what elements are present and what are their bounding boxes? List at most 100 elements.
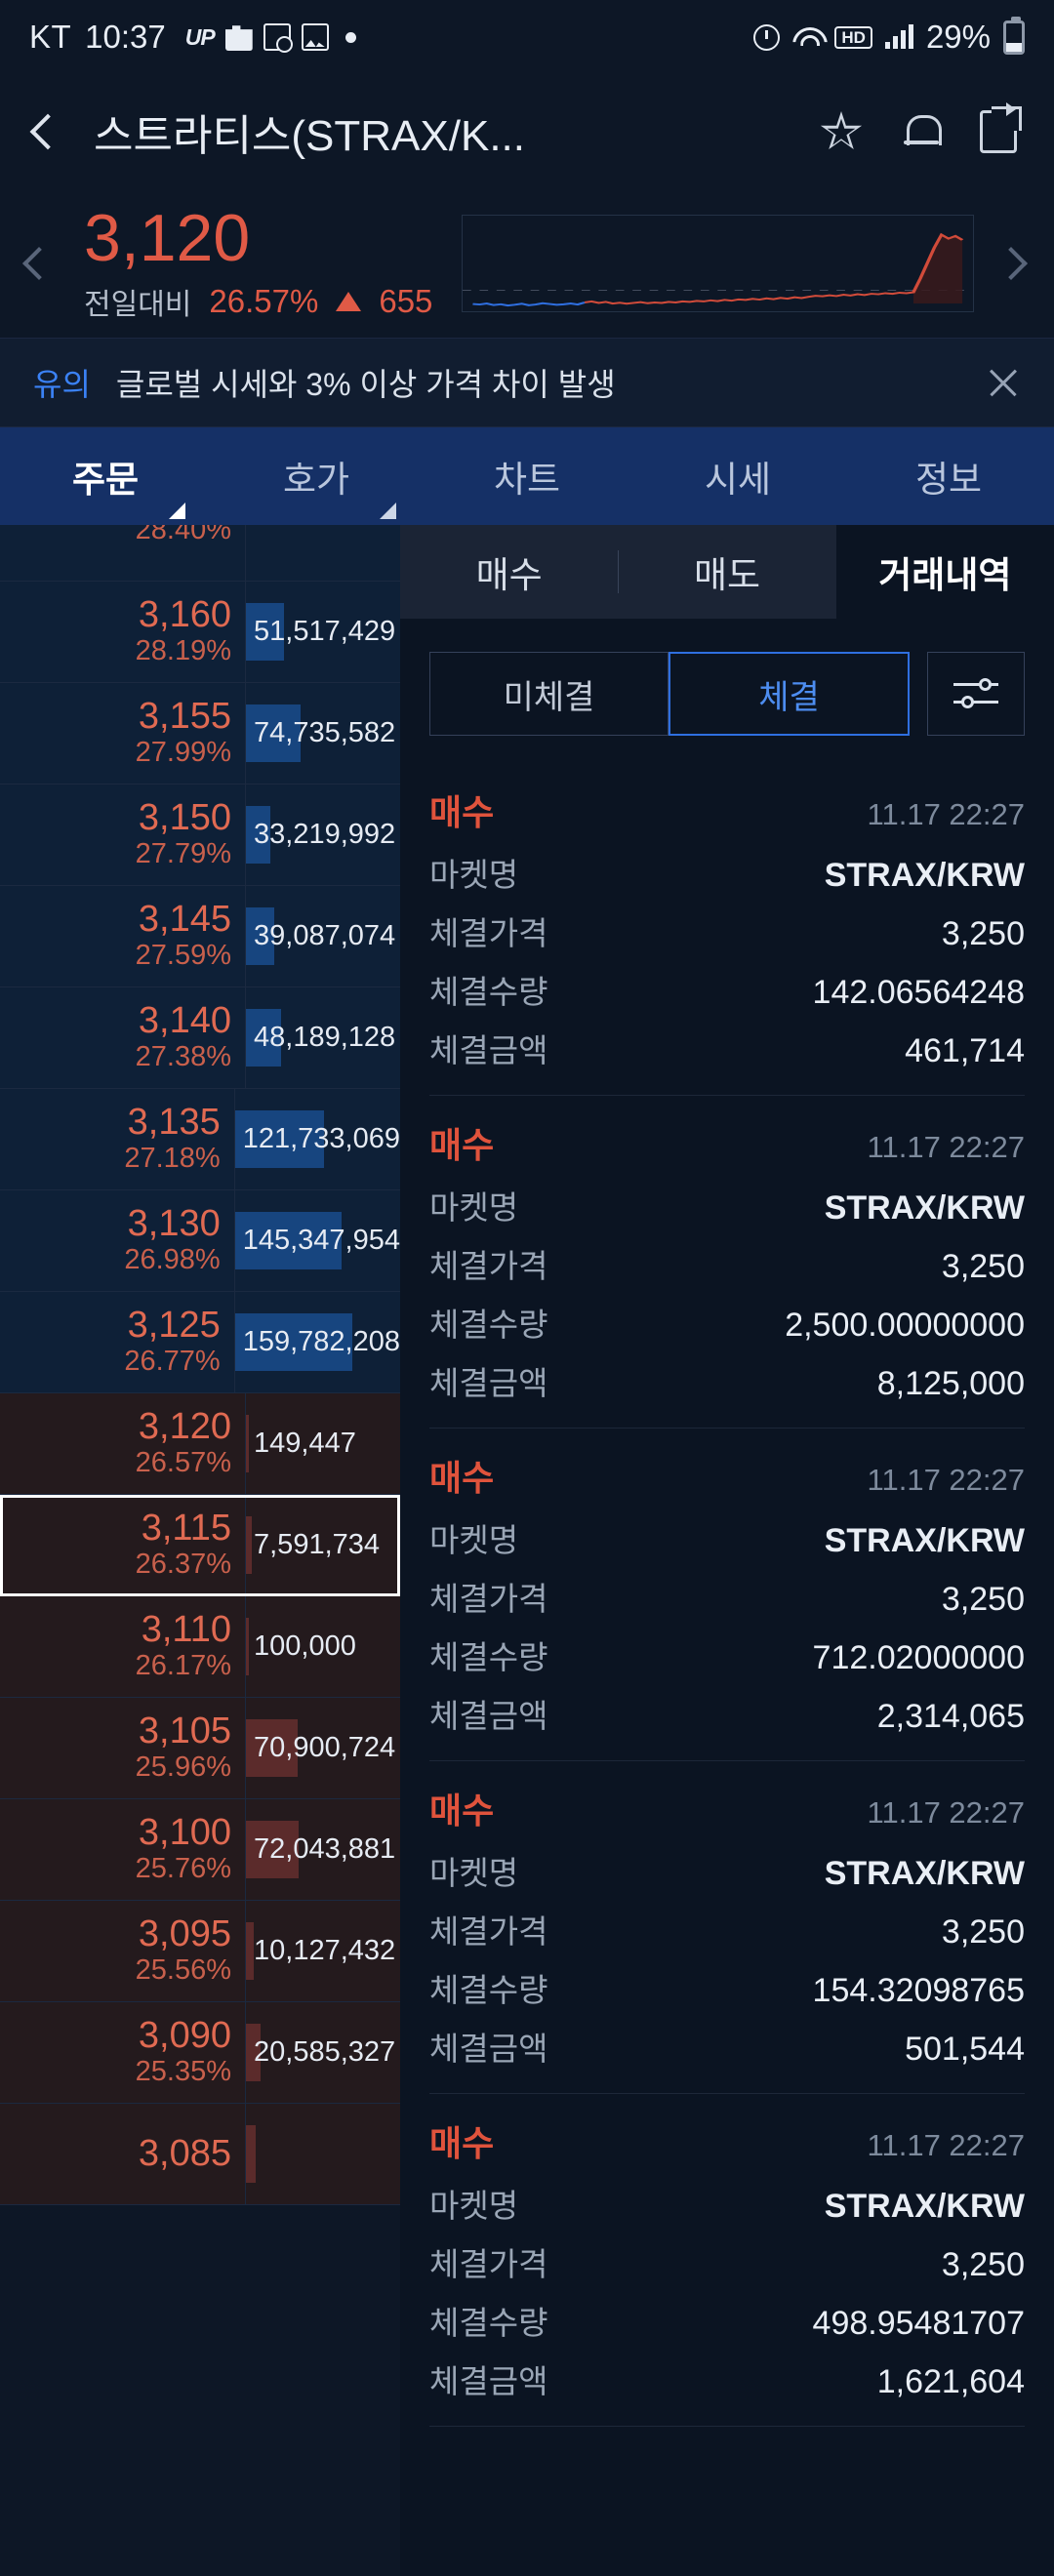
transaction-card[interactable]: 매수 11.17 22:27 마켓명 STRAX/KRW 체결가격 3,250 체결수량 14… (429, 763, 1025, 1096)
transaction-key: 체결수량 (429, 1307, 548, 1343)
main-tab-bar: 주문 호가 차트 시세 정보 (0, 427, 1054, 525)
transaction-card[interactable]: 매수 11.17 22:27 마켓명 STRAX/KRW 체결가격 3,250 체결수량 2,… (429, 1096, 1025, 1429)
price-sparkline-chart[interactable] (462, 215, 974, 312)
trade-tab-2[interactable]: 거래내역 (835, 525, 1054, 619)
order-book-volume-cell[interactable]: 10,127,432 (246, 1901, 400, 2001)
order-book-price-cell[interactable]: 3,125 26.77% (0, 1292, 235, 1392)
order-book-volume-cell[interactable]: 121,733,069 (234, 1089, 400, 1189)
main-tab-0[interactable]: 주문 (0, 427, 211, 525)
prev-market-arrow-icon[interactable] (22, 247, 56, 280)
order-book-row[interactable]: 3,135 27.18% 121,733,069 (0, 1089, 400, 1190)
order-book-volume-cell[interactable]: 74,735,582 (246, 683, 400, 784)
order-book-price-cell[interactable]: 3,115 26.37% (0, 1495, 246, 1595)
order-book-price-cell[interactable]: 3,130 26.98% (0, 1190, 235, 1291)
order-book-percent: 26.57% (135, 1447, 231, 1479)
order-book-volume-cell[interactable]: 51,517,429 (246, 582, 400, 682)
sparkline-below-line (472, 302, 587, 307)
order-book-row[interactable]: 3,130 26.98% 145,347,954 (0, 1190, 400, 1292)
order-book-volume-cell[interactable]: 20,585,327 (246, 2002, 400, 2103)
main-tab-3[interactable]: 시세 (632, 427, 843, 525)
order-book-row[interactable]: 3,100 25.76% 72,043,881 (0, 1799, 400, 1901)
transaction-row-amount: 체결금액 501,544 (429, 2017, 1025, 2075)
order-book-price-cell[interactable]: 3,120 26.57% (0, 1393, 246, 1494)
order-book-price-cell[interactable]: 3,110 26.17% (0, 1596, 246, 1697)
transaction-list[interactable]: 매수 11.17 22:27 마켓명 STRAX/KRW 체결가격 3,250 체결수량 14… (400, 763, 1054, 2576)
order-book-row[interactable]: 3,160 28.19% 51,517,429 (0, 582, 400, 683)
order-book-row[interactable]: 3,090 25.35% 20,585,327 (0, 2002, 400, 2104)
order-book-price-cell[interactable]: 3,135 27.18% (0, 1089, 235, 1189)
order-book-price-cell[interactable]: 3,095 25.56% (0, 1901, 246, 2001)
order-book-price: 3,155 (138, 696, 231, 738)
next-market-arrow-icon[interactable] (994, 247, 1028, 280)
order-book-row[interactable]: 3,155 27.99% 74,735,582 (0, 683, 400, 785)
clock-label: 10:37 (85, 19, 166, 55)
price-change-absolute: 655 (379, 282, 433, 319)
order-book-row[interactable]: 3,145 27.59% 39,087,074 (0, 886, 400, 987)
order-book-price-cell[interactable]: 28.40% (0, 525, 246, 581)
sparkline-above-line (585, 232, 964, 305)
order-book-row[interactable]: 3,120 26.57% 149,447 (0, 1393, 400, 1495)
order-book-rows[interactable]: 28.40% 3,160 28.19% 51,517,429 3,155 27.99% 74… (0, 525, 400, 2205)
order-book-volume-cell[interactable]: 48,189,128 (246, 987, 400, 1088)
order-book-price: 3,135 (127, 1102, 221, 1144)
order-book-volume-cell[interactable]: 39,087,074 (246, 886, 400, 986)
current-price: 3,120 (84, 201, 251, 276)
subtab-unfilled[interactable]: 미체결 (429, 652, 669, 736)
order-book-volume-bar (246, 1618, 249, 1675)
order-book-volume-bar (246, 603, 284, 661)
subtab-filled[interactable]: 체결 (669, 652, 910, 736)
filter-settings-icon[interactable] (927, 652, 1025, 736)
star-icon[interactable] (820, 111, 863, 150)
transaction-key: 마켓명 (429, 1522, 519, 1558)
main-tab-2[interactable]: 차트 (422, 427, 632, 525)
order-book-price-cell[interactable]: 3,085 (0, 2104, 246, 2204)
transaction-row-price: 체결가격 3,250 (429, 1234, 1025, 1293)
bell-icon[interactable] (904, 111, 942, 152)
order-book-price-cell[interactable]: 3,145 27.59% (0, 886, 246, 986)
order-book-percent: 25.35% (135, 2056, 231, 2088)
order-book-volume-cell[interactable]: 159,782,208 (234, 1292, 400, 1392)
order-book-row[interactable]: 3,110 26.17% 100,000 (0, 1596, 400, 1698)
price-change-group: 전일대비 26.57% 655 (84, 280, 432, 323)
order-book-price-cell[interactable]: 3,105 25.96% (0, 1698, 246, 1798)
order-book-volume-cell[interactable] (246, 525, 400, 581)
order-book-percent: 27.18% (124, 1143, 221, 1175)
order-book-price-cell[interactable]: 3,140 27.38% (0, 987, 246, 1088)
order-book-row[interactable]: 3,105 25.96% 70,900,724 (0, 1698, 400, 1799)
transaction-card[interactable]: 매수 11.17 22:27 마켓명 STRAX/KRW 체결가격 3,250 체결수량 15… (429, 1761, 1025, 2094)
order-book-percent: 26.17% (135, 1650, 231, 1682)
order-book-volume-cell[interactable] (246, 2104, 400, 2204)
order-book-volume-cell[interactable]: 7,591,734 (246, 1495, 400, 1595)
transaction-card[interactable]: 매수 11.17 22:27 마켓명 STRAX/KRW 체결가격 3,250 체결수량 49… (429, 2094, 1025, 2427)
order-book-price-cell[interactable]: 3,090 25.35% (0, 2002, 246, 2103)
transaction-row-price: 체결가격 3,250 (429, 902, 1025, 960)
dot-icon (345, 31, 356, 43)
trade-tab-0[interactable]: 매수 (400, 525, 619, 619)
order-book-volume-cell[interactable]: 70,900,724 (246, 1698, 400, 1798)
order-book-volume-cell[interactable]: 100,000 (246, 1596, 400, 1697)
order-book-row-partial-bottom[interactable]: 3,085 (0, 2104, 400, 2205)
order-book-volume-cell[interactable]: 145,347,954 (234, 1190, 400, 1291)
order-book-price-cell[interactable]: 3,155 27.99% (0, 683, 246, 784)
order-book-price-cell[interactable]: 3,100 25.76% (0, 1799, 246, 1900)
transaction-row-quantity: 체결수량 712.02000000 (429, 1626, 1025, 1684)
back-chevron-icon[interactable] (29, 113, 66, 150)
main-tab-4[interactable]: 정보 (843, 427, 1054, 525)
order-book-volume-cell[interactable]: 149,447 (246, 1393, 400, 1494)
order-book-price-cell[interactable]: 3,160 28.19% (0, 582, 246, 682)
order-book-volume-cell[interactable]: 72,043,881 (246, 1799, 400, 1900)
order-book-row[interactable]: 3,150 27.79% 33,219,992 (0, 785, 400, 886)
order-book-row[interactable]: 3,125 26.77% 159,782,208 (0, 1292, 400, 1393)
transaction-value: 3,250 (941, 2246, 1025, 2283)
order-book-volume-cell[interactable]: 33,219,992 (246, 785, 400, 885)
order-book-row-partial-top[interactable]: 28.40% (0, 525, 400, 582)
order-book-row[interactable]: 3,140 27.38% 48,189,128 (0, 987, 400, 1089)
close-icon[interactable] (986, 365, 1021, 400)
trade-tab-1[interactable]: 매도 (618, 525, 836, 619)
main-tab-1[interactable]: 호가 (211, 427, 422, 525)
transaction-card[interactable]: 매수 11.17 22:27 마켓명 STRAX/KRW 체결가격 3,250 체결수량 71… (429, 1429, 1025, 1761)
share-icon[interactable] (980, 102, 1022, 153)
order-book-row[interactable]: 3,095 25.56% 10,127,432 (0, 1901, 400, 2002)
order-book-row[interactable]: 3,115 26.37% 7,591,734 (0, 1495, 400, 1596)
order-book-price-cell[interactable]: 3,150 27.79% (0, 785, 246, 885)
